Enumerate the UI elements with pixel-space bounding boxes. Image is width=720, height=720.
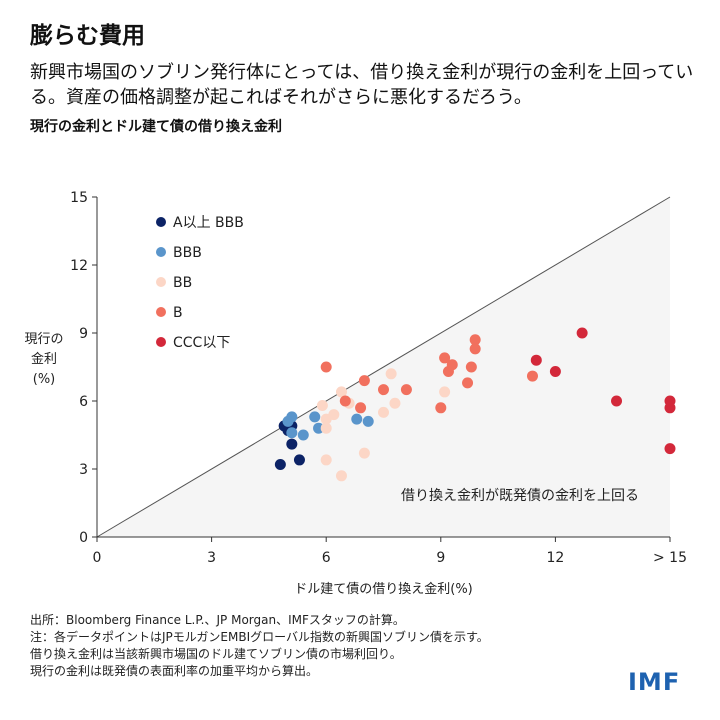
header: 膨らむ費用 新興市場国のソブリン発行体にとっては、借り換え金利が現行の金利を上回… bbox=[30, 20, 695, 136]
data-point bbox=[282, 415, 294, 427]
data-point bbox=[469, 334, 481, 346]
reference-line bbox=[96, 196, 671, 538]
data-point bbox=[286, 438, 298, 450]
x-tick-label: 9 bbox=[436, 550, 445, 566]
data-point bbox=[309, 411, 321, 423]
legend-label: BBB bbox=[173, 245, 202, 261]
data-point bbox=[576, 327, 588, 339]
annotation: 借り換え金利が既発債の金利を上回る bbox=[401, 488, 639, 504]
data-point bbox=[439, 352, 451, 364]
data-point bbox=[435, 402, 447, 414]
data-point bbox=[362, 415, 374, 427]
data-point bbox=[320, 413, 332, 425]
legend-marker bbox=[156, 247, 166, 257]
data-point bbox=[316, 400, 328, 412]
data-point bbox=[313, 422, 325, 434]
data-point bbox=[389, 397, 401, 409]
note-2: 借り換え金利は当該新興市場国のドル建てソブリン債の市場利回り。 bbox=[30, 647, 402, 661]
x-tick-label: 0 bbox=[93, 550, 102, 566]
data-point bbox=[378, 384, 389, 396]
x-tick-label: 3 bbox=[207, 550, 216, 566]
subtitle: 新興市場国のソブリン発行体にとっては、借り換え金利が現行の金利を上回っている。資… bbox=[30, 62, 694, 108]
page-title: 膨らむ費用 bbox=[30, 23, 145, 49]
data-point bbox=[297, 429, 309, 441]
data-point bbox=[378, 406, 389, 418]
y-tick-label: 0 bbox=[79, 530, 88, 546]
legend-marker bbox=[156, 307, 166, 317]
y-tick-label: 6 bbox=[79, 394, 88, 410]
data-point bbox=[320, 422, 332, 434]
data-point bbox=[358, 447, 370, 459]
data-point bbox=[335, 386, 347, 398]
data-point bbox=[286, 427, 298, 439]
data-point bbox=[664, 443, 676, 455]
data-point bbox=[469, 343, 481, 355]
chart-title: 現行の金利とドル建て債の借り換え金利 bbox=[30, 119, 282, 135]
data-point bbox=[611, 395, 623, 407]
data-point bbox=[400, 384, 412, 396]
data-point bbox=[293, 454, 305, 466]
data-point bbox=[462, 377, 474, 389]
note-source: 出所：Bloomberg Finance L.P.、JP Morgan、IMFス… bbox=[30, 613, 405, 627]
data-point bbox=[442, 366, 454, 378]
legend-label: BB bbox=[173, 275, 192, 291]
y-tick-label: 3 bbox=[79, 462, 88, 478]
data-point bbox=[335, 470, 347, 482]
note-3: 現行の金利は既発債の表面利率の加重平均から算出。 bbox=[30, 664, 319, 678]
data-point bbox=[439, 386, 451, 398]
data-point bbox=[320, 454, 332, 466]
data-point bbox=[664, 402, 676, 414]
y-axis-label: 現行の bbox=[24, 332, 63, 347]
x-tick-label: 12 bbox=[546, 550, 564, 566]
note-1: 注：各データポイントはJPモルガンEMBIグローバル指数の新興国ソブリン債を示す… bbox=[30, 630, 489, 644]
data-point bbox=[385, 368, 397, 380]
data-point bbox=[320, 361, 332, 373]
y-axis-label: (%) bbox=[33, 372, 56, 387]
x-axis-label: ドル建て債の借り換え金利(%) bbox=[294, 581, 473, 597]
legend-marker bbox=[156, 337, 166, 347]
legend-label: A以上 BBB bbox=[173, 215, 244, 231]
data-point bbox=[549, 366, 561, 378]
data-point bbox=[339, 395, 351, 407]
y-tick-label: 9 bbox=[79, 326, 88, 342]
data-point bbox=[351, 413, 363, 425]
y-axis-label: 金利 bbox=[31, 351, 57, 367]
data-point bbox=[358, 375, 370, 387]
data-point bbox=[526, 370, 538, 382]
legend-label: CCC以下 bbox=[173, 335, 230, 351]
data-point bbox=[465, 361, 477, 373]
legend-marker bbox=[156, 217, 166, 227]
y-tick-label: 15 bbox=[70, 190, 88, 206]
imf-logo: IMF bbox=[628, 668, 681, 696]
y-tick-label: 12 bbox=[70, 258, 88, 274]
data-point bbox=[274, 458, 286, 470]
data-point bbox=[530, 354, 542, 366]
data-point bbox=[355, 402, 367, 414]
legend-label: B bbox=[173, 305, 183, 321]
x-tick-label: 6 bbox=[322, 550, 331, 566]
legend-marker bbox=[156, 277, 166, 287]
x-tick-label: > 15 bbox=[653, 550, 687, 566]
notes: 出所：Bloomberg Finance L.P.、JP Morgan、IMFス… bbox=[30, 612, 610, 680]
